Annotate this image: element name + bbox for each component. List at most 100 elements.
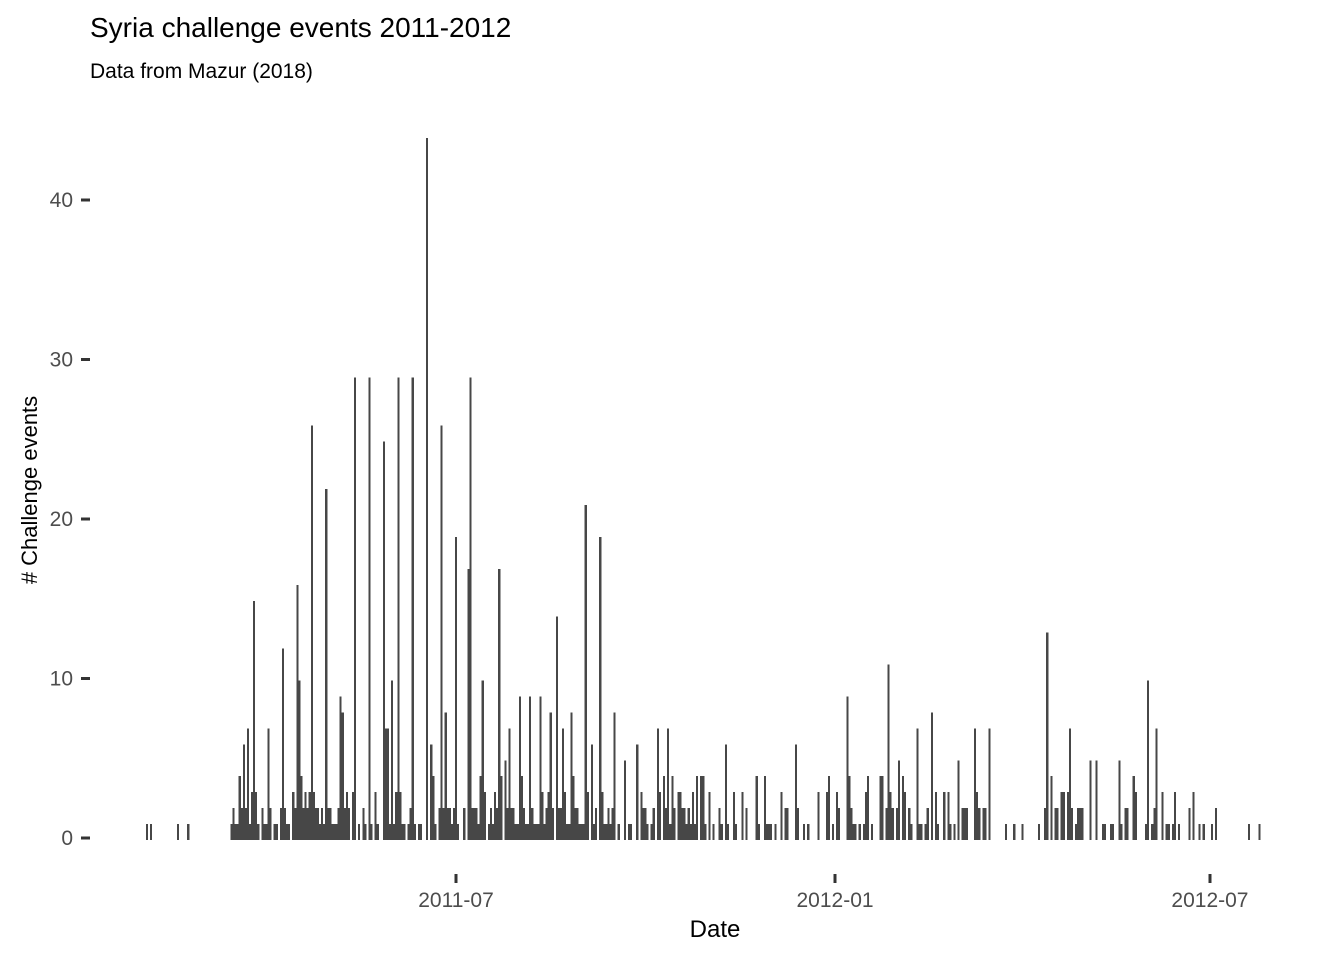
bar — [1192, 792, 1195, 840]
bar — [786, 808, 789, 840]
bar — [590, 744, 594, 840]
bar — [652, 808, 655, 840]
bar — [304, 792, 307, 840]
bar — [232, 808, 235, 840]
bar — [407, 824, 410, 840]
bar — [457, 824, 460, 840]
bar — [483, 792, 486, 840]
bar — [283, 808, 287, 840]
bar — [327, 808, 330, 840]
bar — [557, 808, 561, 840]
bar — [862, 824, 865, 840]
bar — [452, 808, 455, 840]
bar — [850, 808, 853, 840]
bar — [510, 808, 513, 840]
bar — [426, 138, 429, 840]
bar — [238, 776, 241, 840]
bar — [1060, 792, 1063, 840]
bar — [376, 824, 379, 840]
bar — [895, 808, 898, 840]
bar — [617, 824, 620, 840]
bar — [1155, 728, 1158, 840]
bar — [300, 776, 303, 840]
bar — [1081, 808, 1084, 840]
bar — [234, 824, 237, 840]
bar — [726, 824, 729, 840]
bar — [549, 712, 552, 840]
bar — [329, 808, 332, 840]
bar — [306, 808, 309, 840]
bar — [957, 760, 960, 840]
bar — [636, 744, 639, 840]
bar — [298, 680, 301, 840]
bar — [302, 808, 305, 840]
bar — [712, 824, 715, 840]
bar — [242, 744, 245, 840]
bar — [401, 824, 404, 840]
bar — [838, 808, 841, 840]
bar — [1134, 792, 1137, 840]
bar — [487, 824, 491, 840]
bar — [279, 808, 282, 840]
bar — [1210, 824, 1214, 840]
bar — [555, 616, 558, 840]
bar — [543, 824, 546, 840]
bar — [471, 808, 474, 840]
bar — [623, 760, 626, 840]
bar — [251, 792, 254, 840]
bar — [640, 792, 643, 840]
bar — [551, 808, 554, 840]
bar — [560, 808, 563, 840]
bar — [475, 808, 478, 840]
bar — [582, 824, 585, 840]
bar — [745, 808, 748, 840]
bar — [257, 824, 260, 840]
bar — [314, 808, 317, 840]
bar — [574, 808, 577, 840]
bar — [689, 824, 692, 840]
x-tick-label: 2012-07 — [1171, 889, 1248, 912]
bar — [362, 808, 365, 840]
bar — [1095, 760, 1098, 840]
bar — [854, 824, 857, 840]
bar — [333, 824, 336, 840]
bar — [887, 664, 890, 840]
bar — [248, 824, 252, 840]
bar — [1089, 760, 1092, 840]
bar — [700, 776, 703, 840]
bar — [1165, 824, 1168, 840]
bar — [1173, 792, 1176, 840]
bar — [586, 792, 589, 840]
bar — [403, 824, 406, 840]
bar — [831, 824, 835, 840]
bar — [572, 776, 575, 840]
bar — [318, 824, 322, 840]
bar — [924, 824, 927, 840]
bar — [432, 776, 435, 840]
bar — [1110, 824, 1113, 840]
bar — [316, 808, 320, 840]
bar — [281, 648, 285, 840]
bar — [961, 808, 964, 840]
bar — [918, 824, 921, 840]
bar — [430, 744, 433, 840]
bar — [673, 808, 676, 840]
bar — [1054, 808, 1057, 840]
bar — [774, 824, 777, 840]
bar — [910, 824, 913, 840]
bar — [564, 792, 567, 840]
bar — [341, 712, 344, 840]
bar — [965, 808, 968, 840]
bar — [442, 808, 445, 840]
bar — [438, 808, 441, 840]
bar — [735, 824, 738, 840]
bar — [1153, 808, 1156, 840]
bar — [976, 792, 979, 840]
bar — [695, 776, 699, 840]
bar — [335, 824, 338, 840]
bar — [481, 680, 484, 840]
bar — [446, 808, 449, 840]
bar — [1118, 760, 1121, 840]
bar — [269, 808, 272, 840]
bar — [384, 728, 388, 840]
